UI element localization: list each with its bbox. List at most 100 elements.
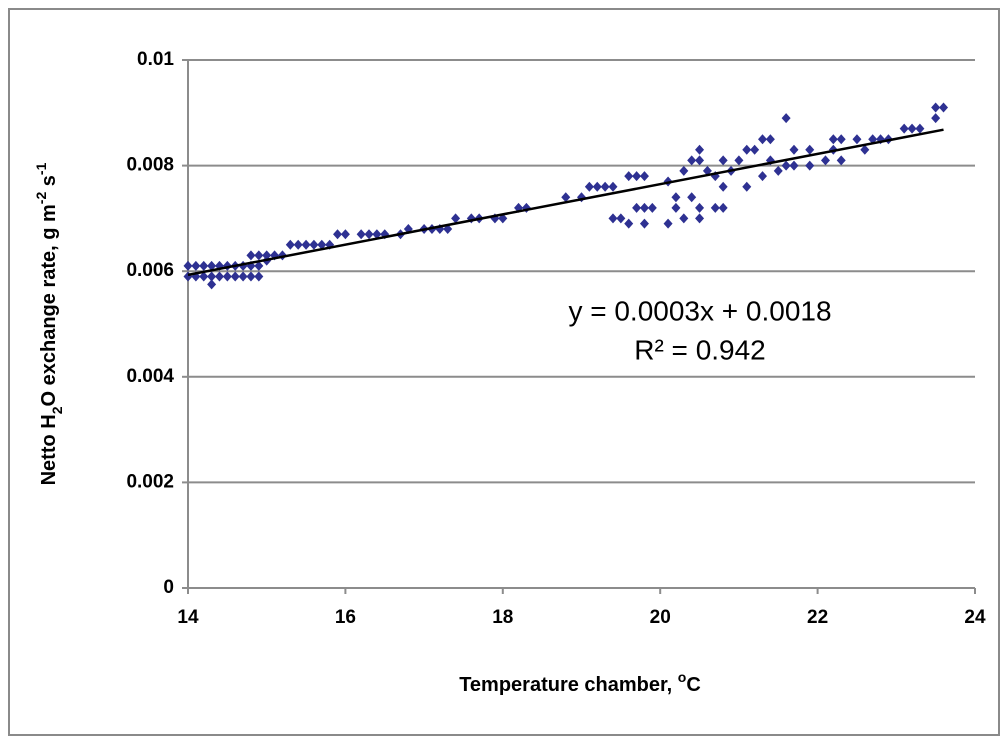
y-title-part: Netto H bbox=[38, 414, 60, 485]
x-tick-label: 18 bbox=[492, 607, 513, 628]
point bbox=[285, 239, 295, 250]
y-tick-label: 0.006 bbox=[126, 260, 174, 281]
y-title-part: 2 bbox=[49, 406, 65, 414]
point bbox=[600, 181, 610, 192]
point bbox=[820, 155, 830, 166]
point bbox=[687, 155, 697, 166]
point bbox=[789, 144, 799, 155]
point bbox=[836, 134, 846, 145]
point bbox=[931, 113, 941, 124]
point bbox=[710, 202, 720, 213]
point bbox=[718, 155, 728, 166]
frame bbox=[8, 8, 1000, 736]
point bbox=[773, 165, 783, 176]
x-axis-title: Temperature chamber, oC bbox=[459, 669, 701, 697]
point bbox=[852, 134, 862, 145]
point bbox=[254, 271, 264, 282]
point bbox=[828, 134, 838, 145]
point bbox=[750, 144, 760, 155]
point bbox=[254, 260, 264, 271]
point bbox=[584, 181, 594, 192]
point bbox=[695, 155, 705, 166]
point bbox=[608, 181, 618, 192]
point bbox=[639, 171, 649, 182]
point bbox=[262, 250, 272, 261]
point bbox=[939, 102, 949, 113]
point bbox=[695, 202, 705, 213]
point bbox=[364, 229, 374, 240]
point bbox=[718, 202, 728, 213]
point bbox=[718, 181, 728, 192]
point bbox=[356, 229, 366, 240]
point bbox=[624, 171, 634, 182]
point bbox=[639, 202, 649, 213]
y-title-part: O exchange rate, g m bbox=[38, 204, 60, 406]
point bbox=[647, 202, 657, 213]
point bbox=[309, 239, 319, 250]
point bbox=[860, 144, 870, 155]
point bbox=[222, 271, 232, 282]
point bbox=[687, 192, 697, 203]
point bbox=[805, 160, 815, 171]
x-tick-label: 14 bbox=[177, 607, 199, 628]
point bbox=[183, 260, 193, 271]
r-squared: R² = 0.942 bbox=[634, 334, 766, 365]
point bbox=[695, 144, 705, 155]
y-tick-label: 0.01 bbox=[137, 49, 174, 70]
point bbox=[199, 271, 209, 282]
point bbox=[246, 250, 256, 261]
point bbox=[207, 271, 217, 282]
point bbox=[372, 229, 382, 240]
point bbox=[293, 239, 303, 250]
point bbox=[191, 260, 201, 271]
y-title-part: -2 bbox=[33, 192, 49, 205]
y-axis-title: Netto H2O exchange rate, g m-2 s-1 bbox=[33, 162, 65, 485]
point bbox=[695, 213, 705, 224]
point bbox=[789, 160, 799, 171]
point bbox=[836, 155, 846, 166]
point bbox=[931, 102, 941, 113]
point bbox=[639, 218, 649, 229]
point bbox=[805, 144, 815, 155]
equation: y = 0.0003x + 0.0018 bbox=[568, 295, 831, 326]
x-tick-label: 20 bbox=[650, 607, 671, 628]
point bbox=[781, 160, 791, 171]
point bbox=[301, 239, 311, 250]
point bbox=[632, 171, 642, 182]
point bbox=[671, 192, 681, 203]
y-tick-label: 0.002 bbox=[126, 471, 174, 492]
point bbox=[616, 213, 626, 224]
point bbox=[207, 279, 217, 290]
y-tick-label: 0 bbox=[163, 577, 174, 598]
point bbox=[679, 213, 689, 224]
point bbox=[207, 260, 217, 271]
point bbox=[742, 144, 752, 155]
x-tick-label: 24 bbox=[964, 607, 986, 628]
point bbox=[451, 213, 461, 224]
point bbox=[340, 229, 350, 240]
point bbox=[758, 171, 768, 182]
y-tick-label: 0.008 bbox=[126, 155, 174, 176]
point bbox=[679, 165, 689, 176]
trendline bbox=[187, 128, 944, 277]
x-tick-label: 16 bbox=[335, 607, 356, 628]
point bbox=[632, 202, 642, 213]
point bbox=[230, 271, 240, 282]
point bbox=[765, 134, 775, 145]
point bbox=[907, 123, 917, 134]
x-title-part: Temperature chamber, bbox=[459, 674, 678, 696]
point bbox=[734, 155, 744, 166]
x-title-part: o bbox=[678, 669, 687, 685]
point bbox=[758, 134, 768, 145]
point bbox=[671, 202, 681, 213]
y-title-part: s bbox=[38, 175, 60, 192]
point bbox=[254, 250, 264, 261]
point bbox=[238, 271, 248, 282]
point bbox=[781, 113, 791, 124]
point bbox=[199, 260, 209, 271]
point bbox=[915, 123, 925, 134]
y-title-part: -1 bbox=[33, 162, 49, 175]
point bbox=[214, 271, 224, 282]
